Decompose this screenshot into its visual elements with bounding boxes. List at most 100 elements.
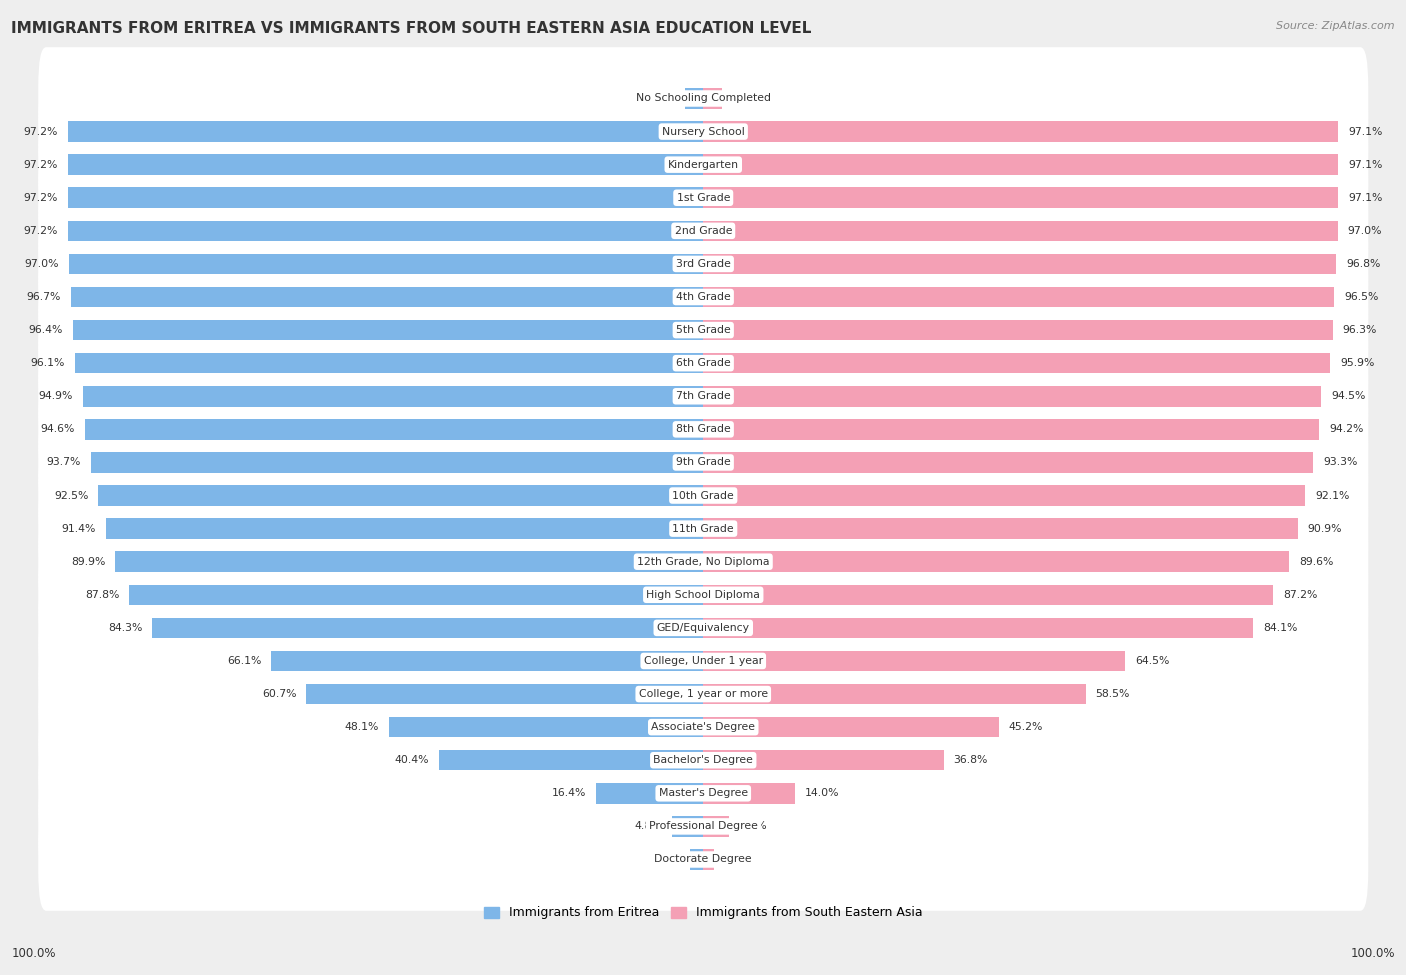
FancyBboxPatch shape <box>38 643 1368 745</box>
Text: 93.3%: 93.3% <box>1323 457 1358 467</box>
Bar <box>67 154 703 175</box>
Text: 64.5%: 64.5% <box>1135 656 1170 666</box>
Bar <box>115 552 703 572</box>
Bar <box>105 519 703 539</box>
Text: 96.1%: 96.1% <box>31 358 65 369</box>
Text: GED/Equivalency: GED/Equivalency <box>657 623 749 633</box>
Text: 48.1%: 48.1% <box>344 722 380 732</box>
Text: 87.2%: 87.2% <box>1284 590 1317 600</box>
Bar <box>672 816 703 837</box>
Bar <box>69 254 703 274</box>
Bar <box>703 187 1339 208</box>
Bar <box>388 717 703 737</box>
Text: College, 1 year or more: College, 1 year or more <box>638 689 768 699</box>
FancyBboxPatch shape <box>38 609 1368 713</box>
Legend: Immigrants from Eritrea, Immigrants from South Eastern Asia: Immigrants from Eritrea, Immigrants from… <box>478 902 928 924</box>
FancyBboxPatch shape <box>38 213 1368 315</box>
Text: No Schooling Completed: No Schooling Completed <box>636 94 770 103</box>
Bar <box>703 88 723 109</box>
Bar <box>703 849 714 870</box>
Text: 3rd Grade: 3rd Grade <box>676 259 731 269</box>
FancyBboxPatch shape <box>38 478 1368 580</box>
Text: Professional Degree: Professional Degree <box>648 821 758 832</box>
Text: 94.2%: 94.2% <box>1329 424 1364 434</box>
FancyBboxPatch shape <box>38 47 1368 150</box>
FancyBboxPatch shape <box>38 312 1368 414</box>
Text: Doctorate Degree: Doctorate Degree <box>654 854 752 865</box>
FancyBboxPatch shape <box>38 411 1368 514</box>
Bar <box>703 650 1125 671</box>
Bar <box>67 187 703 208</box>
FancyBboxPatch shape <box>38 742 1368 844</box>
Text: 58.5%: 58.5% <box>1095 689 1130 699</box>
Bar <box>685 88 703 109</box>
Text: Associate's Degree: Associate's Degree <box>651 722 755 732</box>
Text: 7th Grade: 7th Grade <box>676 391 731 402</box>
Text: 4th Grade: 4th Grade <box>676 292 731 302</box>
Bar <box>703 519 1298 539</box>
Text: Bachelor's Degree: Bachelor's Degree <box>654 756 754 765</box>
Text: 97.0%: 97.0% <box>25 259 59 269</box>
FancyBboxPatch shape <box>38 279 1368 381</box>
Text: 94.5%: 94.5% <box>1331 391 1365 402</box>
Text: 89.9%: 89.9% <box>72 557 105 566</box>
Text: 40.4%: 40.4% <box>395 756 429 765</box>
Text: 4.0%: 4.0% <box>740 821 766 832</box>
FancyBboxPatch shape <box>38 511 1368 613</box>
Text: 2nd Grade: 2nd Grade <box>675 226 733 236</box>
Bar <box>84 419 703 440</box>
Text: Source: ZipAtlas.com: Source: ZipAtlas.com <box>1277 21 1395 31</box>
Text: Master's Degree: Master's Degree <box>658 789 748 799</box>
Bar <box>703 452 1313 473</box>
Text: Nursery School: Nursery School <box>662 127 745 136</box>
Bar <box>703 419 1319 440</box>
Text: 97.2%: 97.2% <box>24 127 58 136</box>
FancyBboxPatch shape <box>38 808 1368 911</box>
Text: 96.4%: 96.4% <box>28 325 63 335</box>
FancyBboxPatch shape <box>38 146 1368 249</box>
Bar <box>703 254 1336 274</box>
Text: 10th Grade: 10th Grade <box>672 490 734 500</box>
Text: High School Diploma: High School Diploma <box>647 590 761 600</box>
Text: 97.1%: 97.1% <box>1348 127 1382 136</box>
Text: 84.3%: 84.3% <box>108 623 142 633</box>
Bar <box>703 683 1085 704</box>
Text: 1st Grade: 1st Grade <box>676 193 730 203</box>
Text: 92.1%: 92.1% <box>1315 490 1350 500</box>
Text: 96.3%: 96.3% <box>1343 325 1376 335</box>
Text: 60.7%: 60.7% <box>262 689 297 699</box>
Bar <box>703 717 998 737</box>
Bar <box>703 816 730 837</box>
Bar <box>703 585 1274 605</box>
FancyBboxPatch shape <box>38 113 1368 215</box>
Text: Kindergarten: Kindergarten <box>668 160 738 170</box>
Text: 97.2%: 97.2% <box>24 226 58 236</box>
Bar <box>129 585 703 605</box>
Bar <box>75 353 703 373</box>
Text: 97.1%: 97.1% <box>1348 160 1382 170</box>
Text: 96.8%: 96.8% <box>1346 259 1381 269</box>
Text: 91.4%: 91.4% <box>62 524 96 533</box>
Text: 94.9%: 94.9% <box>38 391 73 402</box>
Text: 87.8%: 87.8% <box>84 590 120 600</box>
Bar <box>703 353 1330 373</box>
FancyBboxPatch shape <box>38 378 1368 481</box>
Text: 89.6%: 89.6% <box>1299 557 1333 566</box>
Text: 12th Grade, No Diploma: 12th Grade, No Diploma <box>637 557 769 566</box>
Bar <box>703 320 1333 340</box>
Text: 94.6%: 94.6% <box>41 424 75 434</box>
FancyBboxPatch shape <box>38 576 1368 680</box>
Bar <box>703 121 1339 141</box>
Text: 100.0%: 100.0% <box>11 947 56 960</box>
Text: 8th Grade: 8th Grade <box>676 424 731 434</box>
Bar <box>83 386 703 407</box>
Bar <box>307 683 703 704</box>
Bar <box>73 320 703 340</box>
Text: 97.2%: 97.2% <box>24 193 58 203</box>
Text: 14.0%: 14.0% <box>804 789 839 799</box>
Bar <box>90 452 703 473</box>
FancyBboxPatch shape <box>38 775 1368 878</box>
Text: 100.0%: 100.0% <box>1350 947 1395 960</box>
Text: 16.4%: 16.4% <box>551 789 586 799</box>
Text: 4.8%: 4.8% <box>634 821 662 832</box>
